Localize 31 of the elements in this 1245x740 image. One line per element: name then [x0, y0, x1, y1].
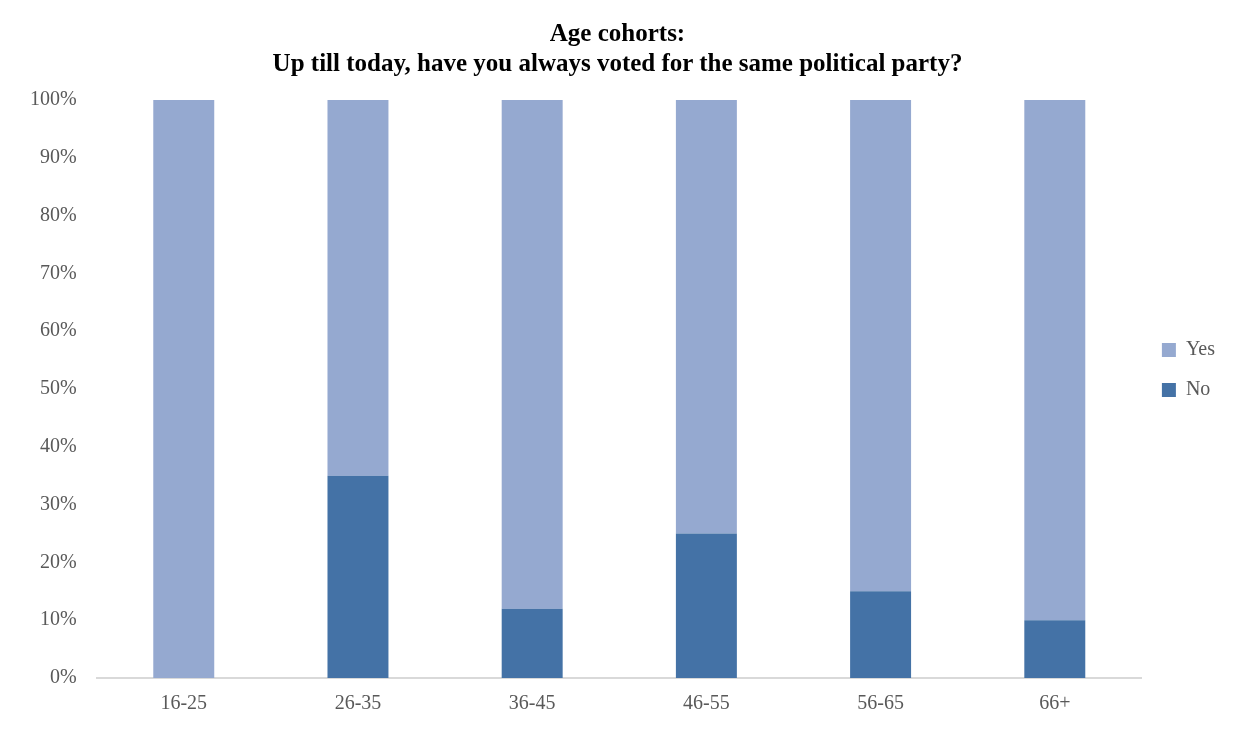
- bar: [153, 100, 215, 678]
- bar: [501, 608, 563, 678]
- y-tick-label: 40%: [39, 434, 77, 457]
- bar: [501, 100, 563, 609]
- chart-title: Age cohorts: Up till today, have you always voted for the same political party?: [272, 19, 963, 77]
- x-tick-label: 26-35: [334, 691, 382, 714]
- y-tick-label: 0%: [49, 665, 77, 688]
- x-tick-label: 66+: [1039, 691, 1071, 714]
- bar: [327, 475, 389, 678]
- y-tick-label: 100%: [29, 87, 77, 110]
- y-tick-label: 20%: [39, 549, 77, 572]
- legend-label: Yes: [1185, 337, 1216, 360]
- bar: [1024, 620, 1086, 678]
- x-tick-label: 46-55: [683, 691, 730, 714]
- legend-label: No: [1185, 377, 1211, 400]
- bar: [675, 100, 737, 534]
- x-tick-label: 56-65: [857, 691, 904, 714]
- bar: [1024, 100, 1086, 621]
- bar: [850, 100, 912, 592]
- x-tick-label: 36-45: [508, 691, 556, 714]
- x-tick-label: 16-25: [160, 691, 208, 714]
- y-tick-label: 60%: [39, 318, 77, 341]
- y-tick-label: 30%: [39, 491, 77, 514]
- y-tick-label: 80%: [39, 202, 77, 225]
- y-tick-label: 90%: [39, 145, 77, 168]
- bar: [675, 533, 737, 678]
- bar: [327, 100, 389, 476]
- bar: [850, 591, 912, 678]
- y-tick-label: 50%: [39, 376, 77, 399]
- y-tick-label: 10%: [39, 607, 77, 630]
- y-tick-label: 70%: [39, 260, 77, 283]
